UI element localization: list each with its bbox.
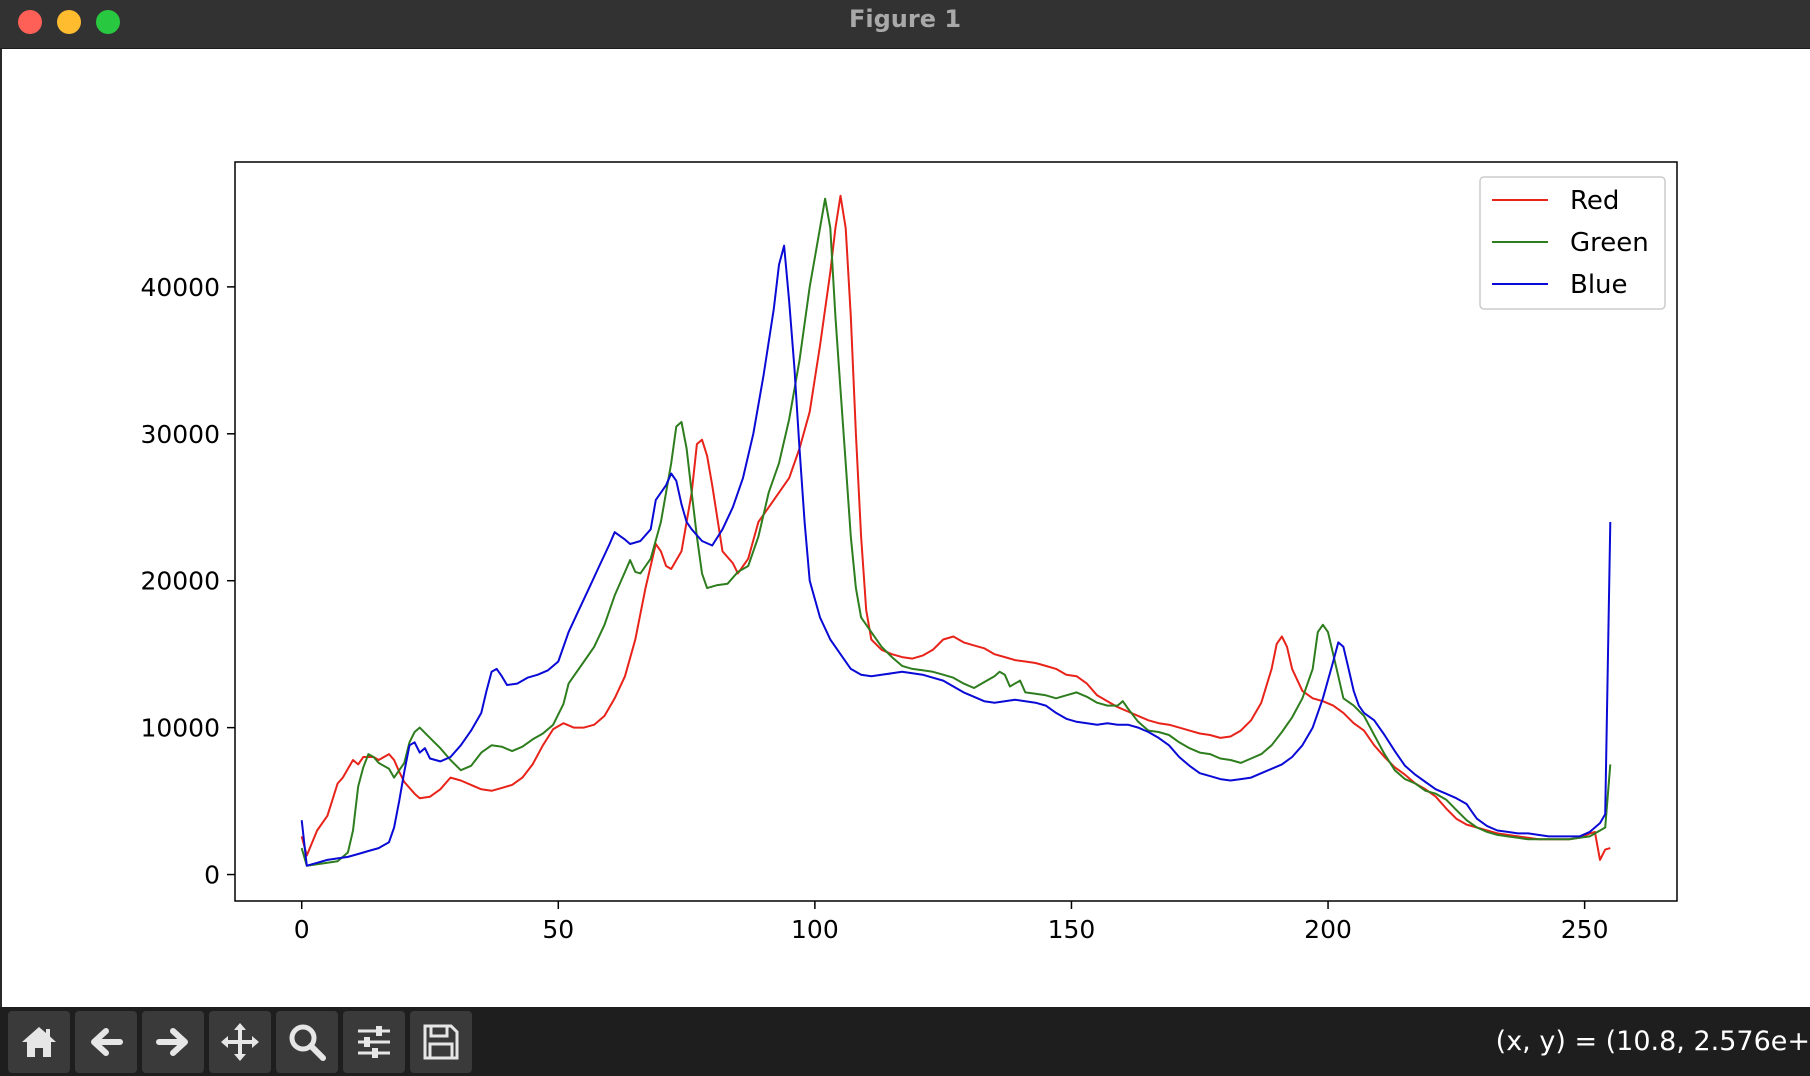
title-bar: Figure 1 bbox=[0, 0, 1810, 49]
minimize-window-button[interactable] bbox=[57, 10, 81, 34]
figure-canvas[interactable]: 0 50 100 150 200 250 0 10000 20000 30000 40000 Red G… bbox=[2, 49, 1810, 1007]
y-tick-label: 0 bbox=[204, 861, 220, 890]
legend-label-red: Red bbox=[1570, 186, 1619, 216]
x-tick-label: 0 bbox=[294, 915, 310, 944]
series-line-green bbox=[300, 197, 1612, 867]
legend-box bbox=[1479, 176, 1666, 310]
y-tick-label: 20000 bbox=[140, 567, 220, 596]
x-tick-label: 150 bbox=[1048, 915, 1096, 944]
window-title: Figure 1 bbox=[848, 5, 962, 33]
axes-frame bbox=[234, 161, 1678, 902]
close-window-button[interactable] bbox=[18, 10, 42, 34]
save-button[interactable] bbox=[410, 1011, 472, 1073]
y-tick-label: 40000 bbox=[140, 273, 220, 302]
configure-subplots-button[interactable] bbox=[343, 1011, 405, 1073]
configure-subplots-icon bbox=[358, 1026, 390, 1058]
series-line-red bbox=[300, 194, 1611, 861]
legend-label-green: Green bbox=[1570, 228, 1649, 258]
maximize-window-button[interactable] bbox=[96, 10, 120, 34]
zoom-magnifier-icon bbox=[289, 1024, 326, 1061]
x-tick-label: 200 bbox=[1304, 915, 1352, 944]
navigation-toolbar: (x, y) = (10.8, 2.576e+ bbox=[0, 1007, 1810, 1076]
back-button[interactable] bbox=[75, 1011, 137, 1073]
zoom-button[interactable] bbox=[276, 1011, 338, 1073]
home-icon bbox=[22, 1027, 56, 1057]
x-tick-label: 250 bbox=[1561, 915, 1609, 944]
home-button[interactable] bbox=[8, 1011, 70, 1073]
save-floppy-icon bbox=[423, 1024, 459, 1060]
cursor-coordinates-readout: (x, y) = (10.8, 2.576e+ bbox=[1495, 1026, 1810, 1057]
back-arrow-icon bbox=[91, 1028, 123, 1056]
y-tick-label: 30000 bbox=[140, 420, 220, 449]
series-line-blue bbox=[300, 244, 1612, 867]
x-tick-label: 50 bbox=[542, 915, 574, 944]
y-tick-label: 10000 bbox=[140, 714, 220, 743]
legend-label-blue: Blue bbox=[1570, 270, 1628, 300]
pan-button[interactable] bbox=[209, 1011, 271, 1073]
line-chart: 0 50 100 150 200 250 0 10000 20000 30000 40000 Red G… bbox=[140, 161, 1678, 944]
x-tick-label: 100 bbox=[791, 915, 839, 944]
forward-arrow-icon bbox=[156, 1028, 188, 1056]
pan-move-icon bbox=[221, 1023, 259, 1061]
forward-button[interactable] bbox=[142, 1011, 204, 1073]
